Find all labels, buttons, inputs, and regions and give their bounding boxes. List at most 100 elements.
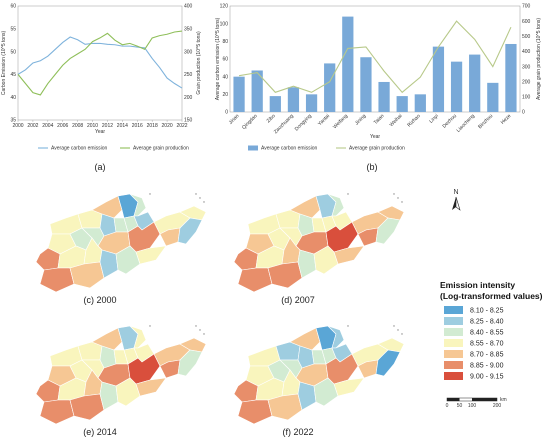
island-dot <box>347 193 349 195</box>
map-region <box>99 249 119 279</box>
xtick-a: 2016 <box>132 123 143 129</box>
map-region <box>39 267 75 293</box>
island-dot <box>149 193 151 195</box>
island-dot <box>203 333 205 335</box>
island-dot <box>397 329 399 331</box>
ytick-right-b: 500 <box>522 34 531 40</box>
map-2014 <box>35 325 207 425</box>
xtick-a: 2002 <box>27 123 38 129</box>
island-dot <box>149 325 151 327</box>
legend-label-line-b: Average grain production <box>349 146 405 152</box>
ytick-left-b: 100 <box>220 21 229 27</box>
map-region <box>177 217 203 245</box>
legend-swatch-bar-b <box>248 145 258 151</box>
xtick-b: Linyi <box>428 113 440 125</box>
ytick-right-b: 400 <box>522 49 531 55</box>
ytick-right-a: 350 <box>184 27 193 33</box>
xtick-b: Dongying <box>294 113 313 132</box>
series-line-a-1 <box>17 30 183 96</box>
caption-f: (f) 2022 <box>282 427 313 437</box>
ytick-left-a: 60 <box>10 4 16 10</box>
ytick-left-b: 80 <box>222 39 228 45</box>
map-region <box>375 217 401 245</box>
bar-taian <box>378 81 390 112</box>
legend-label: 8.10 - 8.25 <box>470 308 504 315</box>
legend-label-bar-b: Average carbon emission <box>261 146 318 152</box>
xtick-b: Heze <box>500 113 513 126</box>
map-2007 <box>233 193 405 293</box>
xtick-a: 2008 <box>72 123 83 129</box>
ytick-right-a: 250 <box>184 72 193 78</box>
bar-rizhao <box>414 94 426 112</box>
ytick-right-b: 0 <box>522 110 525 116</box>
chart-b: 0 20 40 60 80 100 120 0 100 200 300 400 500 600 700 Jin… <box>215 4 542 152</box>
bar-dongying <box>305 94 318 112</box>
island-dot <box>347 325 349 327</box>
xtick-a: 2022 <box>176 123 187 129</box>
ylabel-right-a: Grain production (10^5 tons) <box>196 31 202 95</box>
ytick-left-a: 55 <box>10 27 16 33</box>
map-region <box>297 249 317 279</box>
legend-label: 8.25 - 8.40 <box>470 319 504 326</box>
xtick-a: 2004 <box>42 123 53 129</box>
north-arrow-icon: N <box>452 189 461 211</box>
ytick-left-a: 40 <box>10 95 16 101</box>
north-label: N <box>453 189 458 196</box>
xtick-b: Dezhou <box>442 113 459 130</box>
bar-weifang <box>342 16 354 113</box>
plot-frame-a <box>17 5 183 121</box>
map-2022 <box>233 325 405 425</box>
xtick-b: Weifang <box>332 113 349 130</box>
map-legend: Emission intensity (Log-transformed valu… <box>440 280 543 381</box>
island-dot <box>393 325 395 327</box>
xlabel-a: Year <box>95 129 105 135</box>
ytick-left-a: 50 <box>10 49 16 55</box>
series-line-a-0 <box>17 36 183 89</box>
ytick-right-b: 600 <box>522 19 531 25</box>
caption-d: (d) 2007 <box>281 295 315 305</box>
xtick-a: 2018 <box>147 123 158 129</box>
xtick-b: Weihai <box>389 113 404 128</box>
ylabel-a: Carbon Emission (10^5 tons) <box>1 31 7 96</box>
legend-swatch <box>444 361 463 369</box>
xtick-b: Liaocheng <box>456 113 477 134</box>
xtick-a: 2012 <box>102 123 113 129</box>
legend-label: 8.55 - 8.70 <box>470 341 504 348</box>
legend-subtitle: (Log-transformed values) <box>440 291 543 301</box>
xtick-a: 2020 <box>162 123 173 129</box>
chart-a: 35 40 45 50 55 60 150 200 250 300 350 400 2000 2002 20… <box>1 4 202 152</box>
legend-swatch <box>444 339 463 347</box>
scale-unit: km <box>500 397 507 403</box>
ytick-right-a: 200 <box>184 95 193 101</box>
xtick-a: 2006 <box>57 123 68 129</box>
bar-qingdao <box>251 70 263 112</box>
island-dot <box>401 201 403 203</box>
map-region <box>179 337 207 353</box>
plot-frame-b <box>229 5 521 113</box>
island-dot <box>393 193 395 195</box>
bar-dezhou <box>450 61 463 112</box>
caption-b: (b) <box>367 162 378 172</box>
map-region <box>333 245 365 265</box>
legend-title: Emission intensity <box>440 280 515 290</box>
island-dot <box>401 333 403 335</box>
caption-e: (e) 2014 <box>83 427 117 437</box>
ytick-left-a: 45 <box>10 72 16 78</box>
ytick-left-a: 35 <box>10 118 16 124</box>
xtick-b: Jinan <box>228 113 241 126</box>
bar-weihai <box>396 96 408 112</box>
map-region <box>333 377 365 397</box>
ylabel-right-b: Average grain production (10^5 tons) <box>536 18 542 100</box>
ytick-right-b: 100 <box>522 95 531 101</box>
ytick-right-b: 200 <box>522 79 531 85</box>
xtick-b: Taian <box>373 113 386 126</box>
map-region <box>377 205 405 221</box>
legend-swatch <box>444 350 463 358</box>
island-dot <box>195 193 197 195</box>
map-region <box>375 349 401 377</box>
xtick-b: Zaozhuang <box>273 113 295 135</box>
map-region <box>377 337 405 353</box>
xtick-b: Zibo <box>266 113 277 124</box>
